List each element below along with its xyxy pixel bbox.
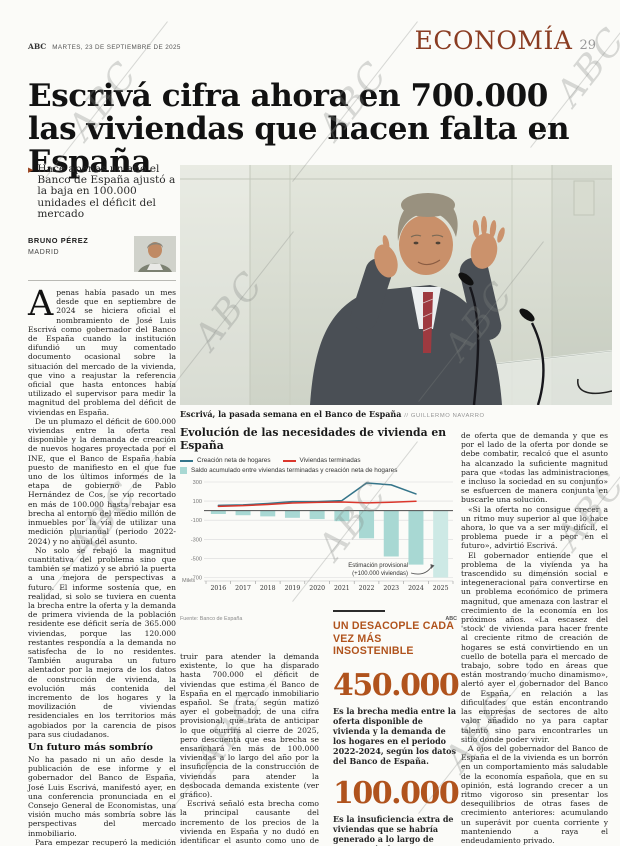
paragraph: Para empezar recuperó la medición anual … [35,837,176,846]
paragraph: «Si la oferta no consigue crecer a un ri… [461,504,608,551]
paragraph: De un plumazo el déficit de 600.000 vivi… [28,416,176,546]
factbox-divider [333,610,385,612]
byline: BRUNO PÉREZ MADRID [28,236,176,273]
legend-item: Creación neta de hogares [180,457,271,464]
section-block: ECONOMÍA 29 [415,26,596,55]
byline-location: MADRID [28,249,60,257]
standfirst-text: Hace apenas un año el Banco de España aj… [37,163,176,220]
svg-text:2023: 2023 [383,585,399,592]
paragraph: Escrivá señaló esta brecha como la princ… [180,799,319,846]
byline-divider [28,280,176,282]
svg-text:100: 100 [193,499,202,505]
photo-caption: Escrivá, la pasada semana en el Banco de… [180,409,612,419]
paragraph: truir para atender la demanda existente,… [180,652,319,800]
housing-needs-chart: Evolución de las necesidades de vivienda… [180,426,457,622]
svg-text:-500: -500 [191,556,202,562]
standfirst: ▶ Hace apenas un año el Banco de España … [28,163,176,220]
svg-text:2017: 2017 [235,585,251,592]
photo-credit: // GUILLERMO NAVARRO [404,413,485,419]
chart-title: Evolución de las necesidades de vivienda… [180,426,447,452]
svg-text:-700: -700 [191,576,202,582]
legend-item: Saldo acumulado entre viviendas terminad… [180,467,397,474]
svg-text:(+100.000 viviendas): (+100.000 viviendas) [352,571,408,577]
svg-text:2019: 2019 [285,585,301,592]
chart-plot: 300 100 -100 -300 -500 -700 2016 2017 2018 2019 20… [182,480,454,592]
masthead: ABC MARTES, 23 DE SEPTIEMBRE DE 2025 [28,42,181,55]
chart-legend: Creación neta de hogares Viviendas termi… [180,457,457,474]
chart-credit: ABC [445,616,457,622]
legend-line-swatch-red [282,459,296,462]
chart-source: Fuente: Banco de España [180,616,243,622]
paragraph: El gobernador entiende que el problema d… [461,550,608,744]
paragraph: de oferta que de demanda y que es por el… [461,431,608,505]
inline-subhead: Un futuro más sombrío [28,741,153,753]
section-title: ECONOMÍA [414,26,573,55]
paragraph: No ha pasado ni un año desde la publicac… [28,754,176,838]
caption-text: Escrivá, la pasada semana en el Banco de… [180,409,402,419]
svg-text:2021: 2021 [334,585,350,592]
factbox-figure-1-text: Es la brecha media entre la oferta dispo… [333,705,457,766]
factbox-title: UN DESACOPLE CADA VEZ MÁS INSOSTENIBLE [333,620,454,657]
factbox-figure-2: 100.000 [333,775,460,811]
svg-text:-100: -100 [191,518,202,524]
headline: Escrivá cifra ahora en 700.000 las vivie… [28,78,570,180]
page-number: 29 [579,38,596,53]
legend-line-swatch-teal [180,459,193,462]
article-column-2: truir para atender la demanda existente,… [180,652,319,846]
svg-text:Estimación provisional: Estimación provisional [348,563,408,569]
paragraph: A ojos del gobernador del Banco de Españ… [461,743,608,845]
bullet-arrow-icon: ▶ [28,166,34,174]
legend-label: Saldo acumulado entre viviendas terminad… [191,467,398,474]
factbox-figure-2-text: Es la insuficiencia extra de viviendas q… [333,813,454,846]
svg-text:2024: 2024 [408,585,424,592]
article-column-1: ▶ Hace apenas un año el Banco de España … [28,163,176,846]
byline-author: BRUNO PÉREZ [28,236,89,246]
svg-text:300: 300 [193,480,202,486]
svg-text:2016: 2016 [210,585,226,592]
factbox-figure-1: 450.000 [333,667,460,703]
drop-cap: A [28,284,54,325]
article-column-4: de oferta que de demanda y que es por el… [461,431,608,845]
svg-text:Miles: Miles [182,578,195,584]
svg-text:-300: -300 [191,537,202,543]
legend-item: Viviendas terminadas [282,457,361,464]
author-headshot [134,236,176,273]
paragraph: No solo se rebajó la magnitud cuantitati… [28,545,176,739]
svg-text:2018: 2018 [260,585,276,592]
legend-bar-swatch [180,467,187,474]
legend-label: Creación neta de hogares [197,457,271,464]
masthead-logo: ABC [28,42,47,51]
legend-label: Viviendas terminadas [299,457,361,464]
article-photo [180,165,612,405]
page-header: ABC MARTES, 23 DE SEPTIEMBRE DE 2025 ECON… [28,26,596,55]
svg-text:2025: 2025 [433,585,449,592]
svg-text:2020: 2020 [309,585,325,592]
edition-date: MARTES, 23 DE SEPTIEMBRE DE 2025 [52,44,181,51]
svg-text:2022: 2022 [359,585,375,592]
factbox: UN DESACOPLE CADA VEZ MÁS INSOSTENIBLE 4… [333,610,460,846]
